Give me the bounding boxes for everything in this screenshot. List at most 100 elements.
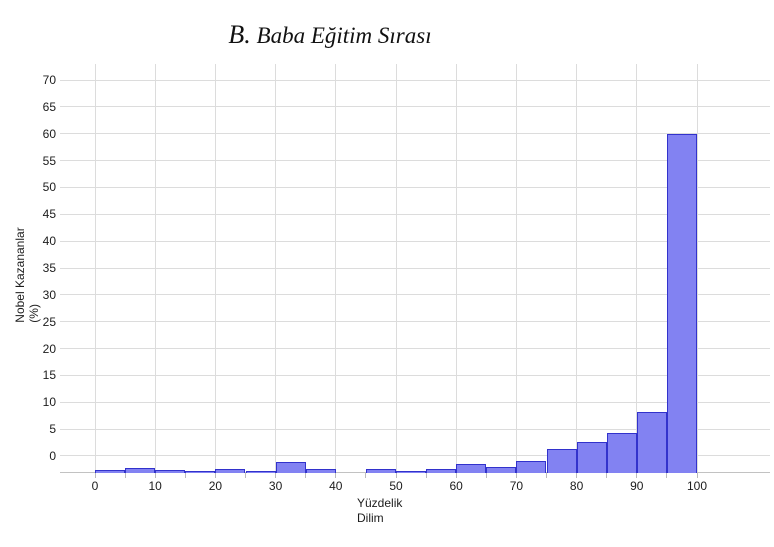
- x-gridline: [515, 64, 517, 472]
- histogram-bar: [275, 461, 306, 473]
- y-tick-label: 60: [42, 126, 56, 141]
- x-minor-tick: [455, 473, 457, 478]
- histogram-bar: [365, 469, 396, 473]
- x-gridline: [696, 64, 698, 472]
- y-tick-label: 45: [42, 207, 56, 222]
- histogram-bar: [95, 470, 126, 473]
- histogram-bar: [185, 471, 216, 473]
- y-gridline: [60, 213, 770, 215]
- x-gridline: [275, 64, 277, 472]
- x-tick-label: 90: [630, 479, 644, 493]
- x-gridline: [636, 64, 638, 472]
- x-minor-tick: [515, 473, 517, 478]
- histogram-bar: [486, 467, 517, 473]
- histogram-bar: [125, 467, 156, 473]
- x-tick-label: 20: [208, 479, 223, 493]
- y-gridline: [60, 348, 770, 350]
- x-minor-tick: [606, 473, 608, 478]
- x-tick-label: 70: [509, 479, 524, 493]
- y-gridline: [60, 186, 770, 188]
- x-gridline: [576, 64, 578, 472]
- y-tick-label: 35: [42, 261, 56, 275]
- x-minor-tick: [425, 473, 427, 478]
- x-tick-label: 80: [569, 479, 584, 493]
- y-tick-label: 10: [42, 395, 56, 410]
- x-minor-tick: [124, 473, 126, 478]
- x-minor-tick: [335, 473, 337, 478]
- x-tick-label: 0: [91, 479, 99, 493]
- histogram-bar: [426, 468, 457, 473]
- x-axis-title: Yüzdelik Dilim: [357, 496, 402, 526]
- y-tick-label: 0: [49, 448, 56, 463]
- chart-title-text: Baba Eğitim Sırası: [250, 23, 432, 48]
- y-gridline: [60, 455, 770, 457]
- x-minor-tick: [666, 473, 668, 478]
- x-tick-label: 10: [148, 479, 162, 493]
- y-gridline: [60, 428, 770, 430]
- x-minor-tick: [395, 473, 397, 478]
- x-tick-label: 30: [268, 479, 283, 493]
- x-gridline: [335, 64, 337, 472]
- x-gridline: [154, 64, 156, 472]
- y-gridline: [60, 160, 770, 162]
- x-minor-tick: [275, 473, 277, 478]
- x-minor-tick: [696, 473, 698, 478]
- x-minor-tick: [245, 473, 246, 478]
- y-gridline: [60, 133, 770, 135]
- x-minor-tick: [576, 473, 578, 478]
- x-minor-tick: [305, 473, 307, 478]
- y-gridline: [60, 240, 770, 242]
- x-tick-label: 100: [686, 479, 708, 493]
- y-tick-label: 15: [42, 368, 56, 383]
- histogram-bar: [456, 464, 487, 473]
- x-tick-label: 60: [449, 479, 463, 493]
- y-tick-label: 5: [49, 422, 56, 437]
- y-tick-label: 20: [42, 341, 56, 356]
- y-gridline: [60, 294, 770, 296]
- histogram-bar: [606, 432, 637, 473]
- x-minor-tick: [636, 473, 638, 478]
- x-gridline: [455, 64, 457, 472]
- y-gridline: [60, 374, 770, 376]
- histogram-bar: [636, 412, 667, 473]
- histogram-bar: [516, 460, 547, 473]
- y-tick-label: 65: [42, 99, 56, 114]
- x-tick-label: 40: [329, 479, 343, 493]
- x-tick-label: 50: [389, 479, 403, 493]
- x-gridline: [214, 64, 216, 472]
- x-minor-tick: [214, 473, 216, 478]
- x-axis-title-line2: Dilim: [357, 511, 384, 525]
- y-gridline: [60, 106, 770, 108]
- y-tick-label: 40: [42, 234, 56, 249]
- histogram-bar: [155, 469, 186, 473]
- histogram-bar: [396, 471, 427, 473]
- x-gridline: [94, 64, 96, 472]
- y-tick-label: 25: [42, 314, 56, 329]
- x-minor-tick: [485, 473, 487, 478]
- y-gridline: [60, 267, 770, 269]
- y-gridline: [60, 321, 770, 323]
- x-minor-tick: [365, 473, 367, 478]
- histogram-bar: [215, 469, 246, 473]
- x-minor-tick: [154, 473, 156, 478]
- histogram-bar: [305, 468, 336, 473]
- y-tick-label: 55: [42, 153, 56, 168]
- y-tick-label: 50: [42, 180, 56, 195]
- histogram-bar: [666, 133, 697, 473]
- histogram-bar: [245, 471, 276, 473]
- y-tick-label: 70: [42, 73, 56, 88]
- histogram-bar: [546, 448, 577, 473]
- x-minor-tick: [184, 473, 186, 478]
- x-gridline: [395, 64, 397, 472]
- chart-title-prefix: B.: [228, 20, 251, 49]
- x-axis-title-line1: Yüzdelik: [357, 496, 403, 510]
- y-gridline: [60, 401, 770, 403]
- x-minor-tick: [94, 473, 96, 478]
- histogram-bar: [576, 442, 607, 473]
- y-tick-label: 30: [42, 287, 56, 302]
- chart-title: B. Baba Eğitim Sırası: [100, 20, 560, 50]
- y-gridline: [60, 79, 770, 81]
- x-minor-tick: [546, 473, 547, 478]
